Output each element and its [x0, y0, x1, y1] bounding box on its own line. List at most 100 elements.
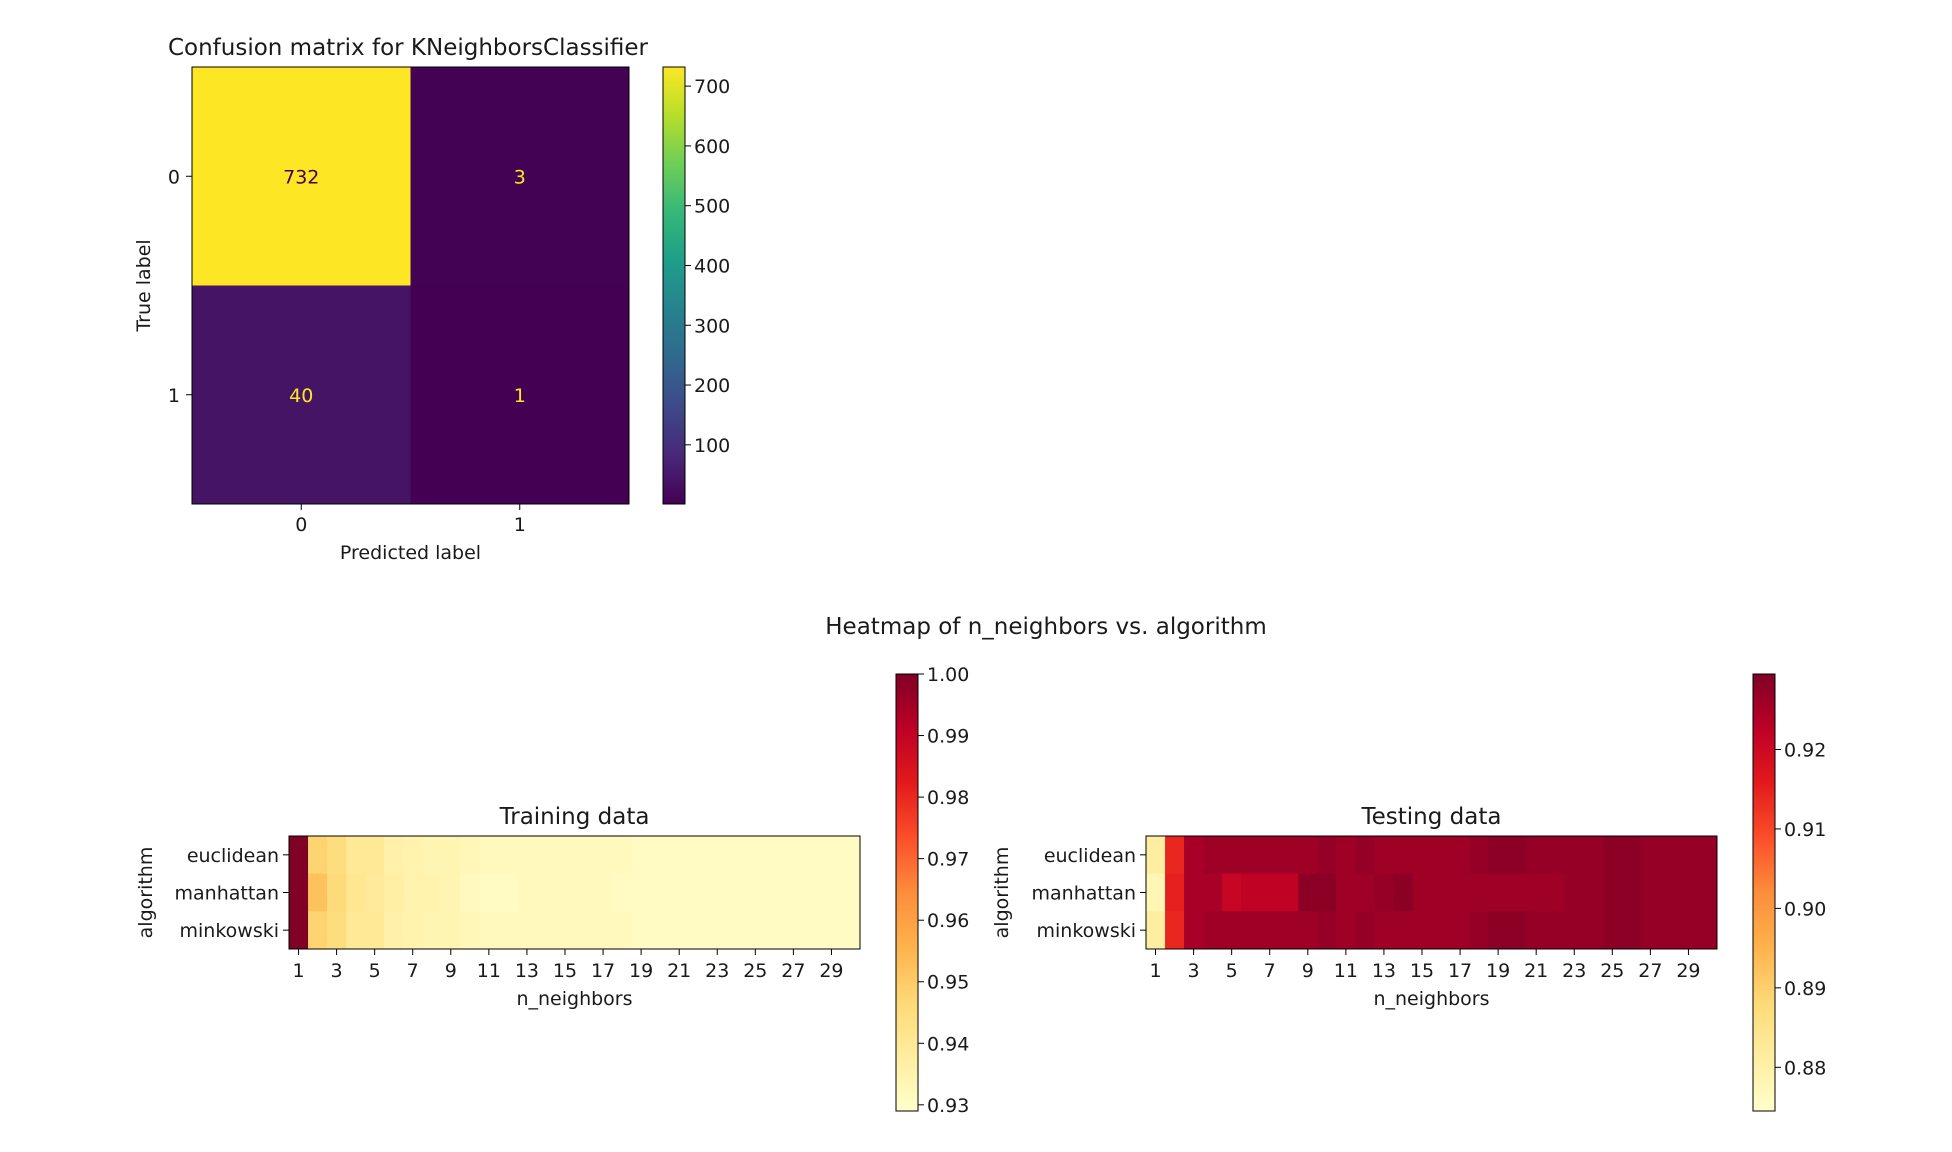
cm-cell: [192, 285, 411, 504]
cm-cell: [192, 67, 411, 286]
train-colorbar-tick-label: 1.00: [927, 664, 969, 686]
train-cell: [745, 911, 766, 950]
train-cell: [840, 836, 861, 875]
test-cell: [1602, 873, 1623, 912]
train-cell: [555, 836, 575, 875]
train-colorbar-tick-label: 0.99: [927, 726, 969, 748]
cm-cell: [410, 67, 629, 286]
train-cell: [327, 911, 347, 950]
cm-cell-value: 1: [514, 385, 526, 407]
cm-colorbar-tick-label: 100: [694, 435, 730, 457]
test-x-tick-label: 11: [1334, 960, 1358, 982]
train-cell: [745, 873, 766, 912]
test-cell: [1317, 873, 1337, 912]
train-cell: [764, 873, 785, 912]
test-cell: [1146, 911, 1166, 950]
test-x-tick-label: 21: [1524, 960, 1548, 982]
train-cell: [764, 911, 785, 950]
train-cell: [593, 836, 614, 875]
test-colorbar-tick-label: 0.89: [1784, 978, 1826, 1000]
train-cell: [707, 873, 728, 912]
test-x-tick-label: 7: [1264, 960, 1276, 982]
cm-y-tick-label: 1: [168, 385, 180, 407]
test-cell: [1336, 873, 1356, 912]
test-cell: [1355, 911, 1375, 950]
train-colorbar-tick-label: 0.96: [927, 910, 969, 932]
test-cell: [1260, 873, 1280, 912]
train-cell: [422, 911, 442, 950]
train-cell: [650, 911, 671, 950]
train-colorbar-tick-label: 0.94: [927, 1033, 969, 1055]
test-x-tick-label: 25: [1600, 960, 1624, 982]
test-cell: [1621, 873, 1642, 912]
train-x-tick-label: 29: [819, 960, 843, 982]
test-cell: [1279, 873, 1299, 912]
test-cell: [1146, 873, 1166, 912]
test-x-tick-label: 3: [1188, 960, 1200, 982]
train-x-tick-label: 15: [553, 960, 577, 982]
test-cell: [1545, 911, 1566, 950]
test-cell: [1507, 873, 1528, 912]
cm-x-axis-label: Predicted label: [340, 542, 481, 564]
train-cell: [365, 911, 385, 950]
train-cell: [840, 911, 861, 950]
test-x-axis-label: n_neighbors: [1373, 988, 1489, 1010]
test-cell: [1298, 873, 1318, 912]
train-colorbar-tick-label: 0.98: [927, 787, 969, 809]
test-cell: [1222, 873, 1242, 912]
test-cell: [1412, 873, 1432, 912]
test-cell: [1393, 873, 1413, 912]
train-cell: [840, 873, 861, 912]
test-x-tick-label: 13: [1372, 960, 1396, 982]
test-cell: [1393, 911, 1413, 950]
test-cell: [1279, 911, 1299, 950]
test-cell: [1184, 873, 1204, 912]
cm-colorbar-tick-label: 200: [694, 375, 730, 397]
test-cell: [1203, 836, 1223, 875]
train-cell: [384, 836, 404, 875]
train-x-tick-label: 13: [515, 960, 539, 982]
train-x-tick-label: 17: [591, 960, 615, 982]
test-cell: [1564, 873, 1585, 912]
train-cell: [688, 836, 709, 875]
train-cell: [821, 911, 842, 950]
train-cell: [631, 836, 652, 875]
train-x-tick-label: 25: [743, 960, 767, 982]
test-cell: [1355, 873, 1375, 912]
test-cell: [1678, 836, 1699, 875]
test-cell: [1336, 911, 1356, 950]
cm-title: Confusion matrix for KNeighborsClassifie…: [168, 35, 649, 61]
train-x-tick-label: 3: [331, 960, 343, 982]
train-cell: [308, 873, 328, 912]
train-x-tick-label: 1: [292, 960, 304, 982]
train-cell: [384, 911, 404, 950]
train-cell: [517, 911, 537, 950]
test-cell: [1165, 836, 1185, 875]
train-cell: [669, 836, 690, 875]
train-cell: [441, 911, 461, 950]
test-cell: [1222, 836, 1242, 875]
train-cell: [479, 836, 499, 875]
train-cell: [422, 873, 442, 912]
train-x-tick-label: 7: [407, 960, 419, 982]
cm-cell-value: 732: [283, 166, 319, 188]
train-cell: [783, 911, 804, 950]
train-cell: [498, 911, 518, 950]
test-cell: [1222, 911, 1242, 950]
train-cell: [346, 836, 366, 875]
train-cell: [555, 911, 575, 950]
train-y-tick-label: minkowski: [180, 920, 280, 942]
train-cell: [498, 836, 518, 875]
test-colorbar-tick-label: 0.88: [1784, 1057, 1826, 1079]
test-cell: [1469, 836, 1490, 875]
train-cell: [441, 836, 461, 875]
train-cell: [707, 836, 728, 875]
train-cell: [346, 911, 366, 950]
cm-colorbar-tick-label: 700: [694, 76, 730, 98]
train-cell: [688, 873, 709, 912]
train-colorbar-tick-label: 0.95: [927, 972, 969, 994]
test-cell: [1317, 911, 1337, 950]
test-x-tick-label: 23: [1562, 960, 1586, 982]
test-cell: [1659, 836, 1680, 875]
train-cell: [460, 911, 480, 950]
